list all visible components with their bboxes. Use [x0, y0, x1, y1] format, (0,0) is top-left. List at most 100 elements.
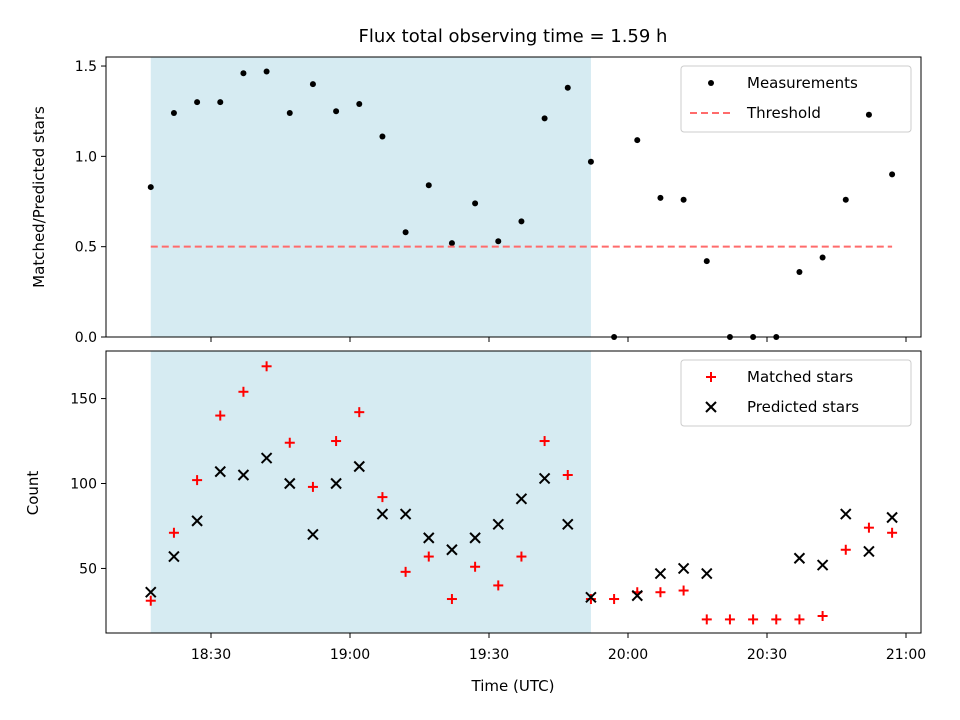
measurement-point [356, 100, 363, 107]
matched-star-point [817, 611, 828, 622]
matched-star-point [470, 561, 481, 572]
measurement-point [309, 81, 316, 88]
measurement-point [217, 99, 224, 106]
top-y-axis-label: Matched/Predicted stars [30, 106, 48, 288]
predicted-star-point [492, 518, 504, 530]
matched-star-point [493, 580, 504, 591]
matched-star-point [354, 407, 365, 418]
measurement-point [263, 68, 270, 75]
measurement-point [842, 196, 849, 203]
predicted-star-point [863, 545, 875, 558]
matched-star-point [724, 614, 735, 625]
matched-star-point [678, 585, 689, 596]
matched-star-point [609, 594, 620, 605]
matched-star-point [145, 595, 156, 606]
predicted-star-point [677, 562, 690, 575]
matched-star-point [331, 436, 342, 447]
predicted-star-point [654, 567, 667, 580]
matched-star-point [655, 587, 666, 598]
top-y-tick-label: 1.0 [75, 149, 97, 165]
matched-star-point [215, 410, 226, 421]
matched-star-point [261, 361, 272, 372]
predicted-star-point [538, 472, 551, 485]
matched-star-point [400, 566, 411, 577]
top-y-tick-label: 0.0 [75, 330, 97, 346]
measurement-point [448, 240, 455, 247]
top-legend-box [680, 65, 912, 133]
measurement-point [634, 137, 641, 144]
predicted-star-point [260, 452, 273, 464]
measurement-point [518, 218, 525, 225]
matched-star-point [238, 386, 249, 397]
matched-star-point [863, 522, 874, 533]
legend-matched-swatch [706, 372, 716, 382]
matched-star-point [887, 527, 898, 538]
predicted-star-point [214, 465, 226, 478]
legend-label: Predicted stars [747, 398, 859, 416]
x-tick-label: 20:00 [608, 647, 648, 663]
predicted-star-point [330, 477, 342, 490]
predicted-star-point [562, 518, 574, 530]
x-tick-label: 19:00 [330, 647, 370, 663]
measurement-point [425, 182, 432, 189]
measurement-point [680, 196, 687, 203]
predicted-star-point [793, 552, 806, 564]
bottom-legend-box [680, 359, 912, 427]
matched-star-point [840, 544, 851, 555]
matched-star-point [192, 475, 203, 486]
legend-measurement-swatch [708, 80, 714, 86]
top-axes-frame [105, 56, 922, 338]
measurement-point [657, 194, 664, 201]
predicted-star-point [307, 528, 319, 541]
matched-star-point [516, 551, 527, 562]
predicted-star-point [376, 508, 389, 520]
measurement-point [796, 268, 803, 275]
measurement-point [147, 184, 154, 191]
matched-star-point [377, 492, 388, 503]
x-axis-label: Time (UTC) [471, 677, 555, 695]
x-tick-label: 20:30 [747, 647, 787, 663]
measurement-point [865, 111, 872, 118]
bottom-y-axis-label: Count [24, 471, 42, 516]
matched-star-point [284, 437, 295, 448]
measurement-point [379, 133, 386, 140]
measurement-point [333, 108, 340, 115]
measurement-point [889, 171, 896, 178]
legend-label: Threshold [746, 104, 821, 122]
legend-label: Measurements [747, 74, 858, 92]
matched-star-point [168, 527, 179, 538]
legend-predicted-swatch [705, 401, 717, 413]
predicted-star-point [515, 493, 528, 505]
predicted-star-point [284, 477, 296, 490]
top-y-tick-label: 0.5 [75, 240, 97, 256]
measurement-point [564, 84, 571, 91]
measurement-point [819, 254, 826, 261]
predicted-star-point [191, 515, 203, 527]
predicted-star-point [816, 559, 829, 571]
matched-star-point [539, 436, 550, 447]
bottom-legend: Matched stars Predicted stars [680, 359, 912, 427]
predicted-star-point [585, 591, 597, 604]
measurement-point [240, 70, 247, 77]
measurement-point [703, 258, 710, 265]
measurement-point [587, 158, 594, 165]
matched-star-point [307, 481, 318, 492]
predicted-star-point [353, 460, 365, 473]
predicted-star-point [701, 567, 713, 580]
matched-star-point [423, 551, 434, 562]
predicted-star-point [145, 586, 157, 598]
matched-star-point [701, 614, 712, 625]
x-tick-label: 19:30 [469, 647, 509, 663]
measurement-point [541, 115, 548, 122]
predicted-star-point [423, 532, 435, 544]
predicted-star-point [446, 544, 458, 556]
predicted-star-point [840, 508, 852, 520]
predicted-star-point [886, 511, 898, 524]
predicted-star-point [168, 550, 180, 563]
legend-label: Matched stars [747, 368, 853, 386]
bottom-y-tick-label: 50 [79, 561, 97, 577]
predicted-star-point [469, 532, 481, 544]
measurement-point [286, 110, 293, 116]
x-tick-label: 21:00 [886, 647, 926, 663]
matched-star-point [446, 594, 457, 605]
